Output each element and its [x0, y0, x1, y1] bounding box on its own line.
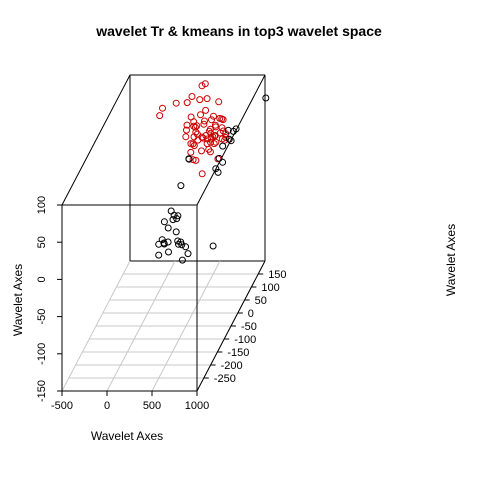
data-point	[190, 142, 198, 150]
z-tick-label: 50	[36, 236, 48, 248]
data-point	[182, 133, 190, 141]
data-point	[210, 112, 217, 120]
data-point	[158, 236, 166, 244]
data-point	[156, 112, 164, 120]
data-point	[192, 156, 200, 164]
x-axis-label: Wavelet Axes	[91, 429, 163, 443]
z-tick-label: -150	[36, 380, 48, 402]
data-point	[198, 170, 206, 178]
data-point	[160, 218, 168, 226]
axis-ticks: -500 0 500 1000-150-100-50050100-250-200-15…	[36, 196, 287, 412]
data-point	[201, 117, 208, 125]
y-axis-label: Wavelet Axes	[444, 224, 458, 296]
data-point	[178, 241, 186, 249]
data-point	[201, 80, 209, 88]
data-point	[169, 216, 177, 224]
y-tick-label: -150	[227, 347, 249, 359]
data-point	[178, 256, 186, 264]
data-point	[160, 240, 168, 248]
z-tick-label: -100	[36, 343, 48, 365]
data-points	[155, 80, 270, 264]
y-tick-label: -200	[221, 360, 243, 372]
data-point	[185, 155, 193, 163]
data-point	[225, 135, 233, 143]
data-point	[208, 116, 215, 124]
data-point	[164, 238, 172, 246]
x-tick-label: 0	[104, 400, 110, 412]
data-point	[197, 111, 204, 119]
data-point	[159, 104, 166, 112]
data-point	[200, 120, 208, 128]
data-point	[219, 158, 227, 166]
data-point	[189, 156, 197, 164]
data-point	[164, 224, 172, 232]
data-point	[172, 228, 180, 236]
data-point	[218, 124, 226, 132]
data-point	[209, 242, 217, 250]
plot-box-back	[61, 74, 266, 262]
data-point	[174, 212, 182, 220]
box-edge	[196, 74, 266, 206]
y-tick-label: 50	[255, 295, 267, 307]
z-axis-label: Wavelet Axes	[11, 264, 25, 336]
data-point	[210, 140, 218, 148]
data-point	[224, 126, 232, 134]
z-tick-label: 0	[36, 276, 48, 282]
data-point	[198, 147, 205, 155]
data-point	[155, 251, 163, 259]
y-tick-label: -50	[241, 321, 257, 333]
data-point	[219, 142, 227, 150]
x-tick-label: 500	[143, 400, 161, 412]
z-tick-label: 100	[36, 196, 48, 214]
data-point	[222, 134, 230, 141]
data-point	[232, 125, 240, 133]
x-tick-label: -500	[51, 400, 73, 412]
floor-grid	[61, 260, 266, 392]
data-point	[212, 165, 220, 173]
z-tick-label: -50	[36, 309, 48, 325]
data-point	[184, 250, 192, 258]
data-point	[219, 116, 227, 124]
data-point	[183, 126, 190, 134]
y-tick-label: 0	[248, 308, 254, 320]
data-point	[165, 248, 172, 256]
y-tick-label: 150	[268, 269, 286, 281]
data-point	[214, 168, 222, 176]
data-point	[215, 154, 223, 162]
data-point	[212, 138, 220, 146]
data-point	[202, 106, 210, 114]
data-point	[203, 95, 211, 103]
x-tick-label: 1000	[185, 400, 209, 412]
data-point	[191, 123, 199, 131]
data-point	[215, 98, 223, 106]
data-point	[183, 121, 191, 129]
data-point	[167, 207, 175, 215]
data-point	[187, 148, 195, 156]
y-tick-label: -100	[234, 334, 256, 346]
chart-title: wavelet Tr & kmeans in top3 wavelet spac…	[95, 23, 382, 39]
data-point	[183, 99, 191, 107]
y-tick-label: -250	[214, 373, 236, 385]
data-point	[193, 122, 201, 130]
data-point	[182, 243, 190, 251]
data-point	[189, 140, 197, 148]
data-point	[196, 96, 204, 104]
data-point	[227, 137, 235, 145]
data-point	[175, 240, 182, 248]
data-point	[262, 94, 270, 102]
data-point	[177, 182, 185, 190]
data-point	[206, 148, 214, 156]
data-point	[188, 93, 196, 100]
data-point	[174, 237, 182, 245]
y-tick-label: 100	[261, 282, 279, 294]
data-point	[172, 99, 180, 107]
box-edge	[61, 74, 131, 206]
